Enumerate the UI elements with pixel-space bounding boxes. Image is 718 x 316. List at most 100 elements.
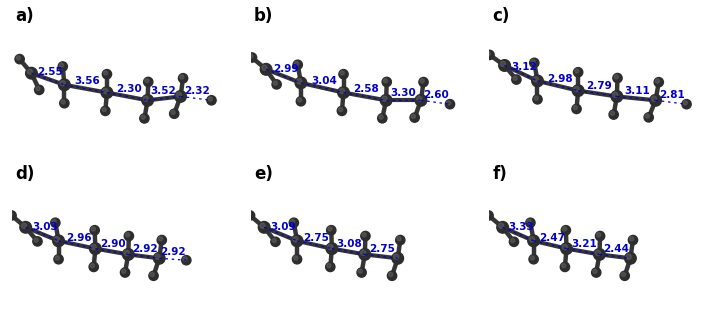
- Circle shape: [55, 256, 60, 260]
- Circle shape: [683, 101, 687, 105]
- Circle shape: [179, 74, 187, 83]
- Circle shape: [595, 250, 600, 255]
- Circle shape: [272, 80, 281, 89]
- Text: 2.92: 2.92: [132, 244, 157, 254]
- Circle shape: [293, 237, 298, 242]
- Circle shape: [447, 101, 451, 105]
- Circle shape: [593, 269, 597, 273]
- Text: 3.33: 3.33: [508, 222, 534, 232]
- Circle shape: [26, 67, 37, 79]
- Circle shape: [572, 85, 584, 96]
- Circle shape: [529, 237, 535, 242]
- Text: 2.44: 2.44: [603, 244, 629, 254]
- Text: 2.47: 2.47: [538, 233, 565, 243]
- Circle shape: [293, 60, 302, 70]
- Text: 2.75: 2.75: [303, 233, 329, 243]
- Circle shape: [574, 86, 579, 92]
- Circle shape: [500, 61, 505, 66]
- Circle shape: [90, 264, 95, 268]
- Circle shape: [388, 271, 396, 280]
- Circle shape: [382, 77, 391, 87]
- Circle shape: [208, 97, 213, 101]
- Circle shape: [561, 226, 571, 235]
- Circle shape: [510, 238, 515, 243]
- Circle shape: [572, 104, 581, 113]
- Circle shape: [531, 75, 544, 87]
- Circle shape: [359, 249, 370, 260]
- Circle shape: [396, 235, 405, 245]
- Circle shape: [27, 69, 32, 74]
- Circle shape: [530, 58, 539, 68]
- Circle shape: [531, 59, 535, 64]
- Circle shape: [169, 109, 179, 118]
- Circle shape: [533, 95, 542, 104]
- Circle shape: [595, 231, 605, 241]
- Circle shape: [485, 50, 494, 59]
- Circle shape: [625, 252, 636, 264]
- Circle shape: [388, 272, 393, 276]
- Circle shape: [55, 237, 60, 242]
- Circle shape: [149, 271, 158, 280]
- Circle shape: [157, 235, 167, 245]
- Circle shape: [340, 88, 345, 94]
- Circle shape: [415, 94, 426, 106]
- Circle shape: [271, 237, 280, 246]
- Circle shape: [339, 70, 348, 79]
- Text: a): a): [15, 7, 34, 25]
- Circle shape: [159, 237, 162, 241]
- Circle shape: [610, 111, 615, 115]
- Circle shape: [498, 223, 503, 228]
- Circle shape: [182, 256, 191, 265]
- Circle shape: [36, 87, 40, 91]
- Circle shape: [22, 223, 27, 228]
- Circle shape: [340, 71, 345, 75]
- Circle shape: [485, 212, 490, 216]
- Circle shape: [561, 243, 572, 254]
- Text: 3.56: 3.56: [74, 76, 100, 87]
- Circle shape: [562, 244, 567, 250]
- Circle shape: [91, 244, 96, 250]
- Text: 2.55: 2.55: [37, 67, 63, 77]
- Circle shape: [410, 113, 419, 122]
- Circle shape: [52, 235, 65, 247]
- Circle shape: [297, 98, 302, 102]
- Text: d): d): [15, 165, 34, 183]
- Circle shape: [358, 269, 363, 273]
- Circle shape: [562, 227, 567, 231]
- Circle shape: [486, 52, 490, 56]
- Circle shape: [337, 106, 347, 116]
- Circle shape: [526, 218, 535, 228]
- Circle shape: [33, 237, 42, 246]
- Circle shape: [141, 94, 154, 106]
- Text: 2.99: 2.99: [274, 64, 299, 74]
- Circle shape: [34, 238, 38, 242]
- Circle shape: [620, 271, 630, 280]
- Circle shape: [419, 77, 428, 87]
- Text: 3.11: 3.11: [624, 86, 650, 96]
- Text: 2.96: 2.96: [65, 233, 91, 242]
- Circle shape: [177, 92, 182, 97]
- Circle shape: [102, 107, 106, 112]
- Circle shape: [294, 256, 298, 260]
- Circle shape: [513, 76, 517, 80]
- Circle shape: [297, 97, 306, 106]
- Circle shape: [327, 264, 331, 268]
- Circle shape: [573, 106, 577, 110]
- Circle shape: [101, 106, 110, 116]
- Circle shape: [289, 218, 299, 228]
- Circle shape: [90, 243, 101, 254]
- Text: 2.30: 2.30: [116, 84, 141, 94]
- Text: 2.60: 2.60: [424, 90, 449, 100]
- Text: 3.03: 3.03: [32, 222, 57, 232]
- Circle shape: [379, 115, 383, 119]
- Text: c): c): [493, 7, 510, 25]
- Circle shape: [124, 250, 129, 255]
- Text: 3.21: 3.21: [572, 239, 597, 249]
- Circle shape: [154, 252, 165, 264]
- Text: b): b): [254, 7, 274, 25]
- Circle shape: [393, 254, 398, 259]
- Circle shape: [420, 79, 424, 83]
- Circle shape: [392, 252, 404, 264]
- Circle shape: [574, 68, 583, 77]
- Text: e): e): [254, 165, 273, 183]
